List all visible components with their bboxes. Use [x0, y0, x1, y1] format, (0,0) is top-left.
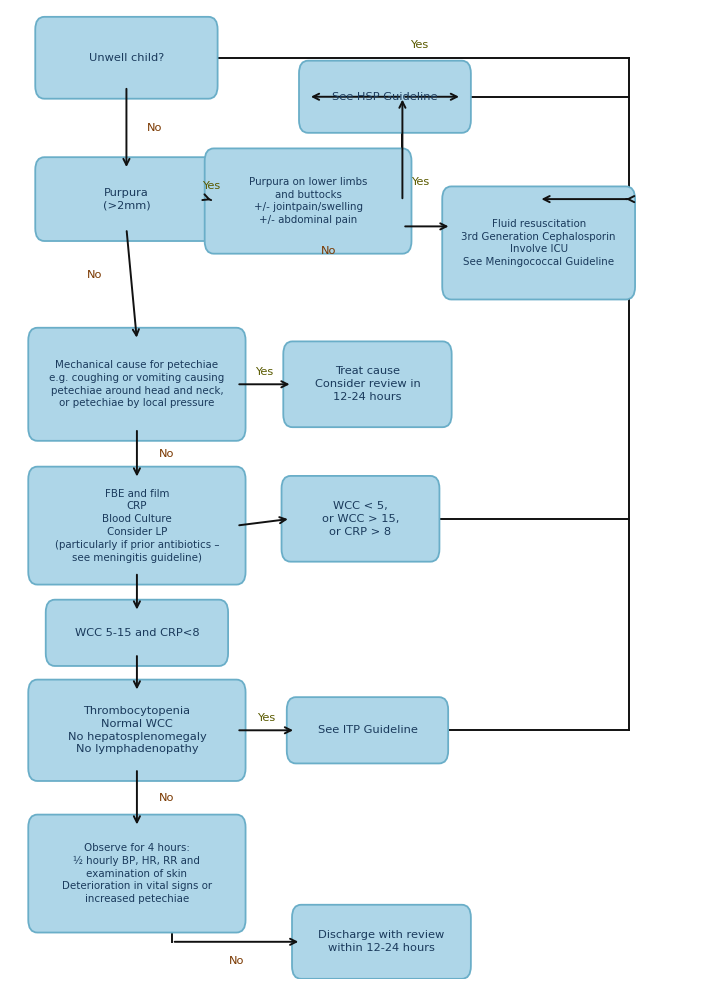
- Text: Observe for 4 hours:
½ hourly BP, HR, RR and
examination of skin
Deterioration i: Observe for 4 hours: ½ hourly BP, HR, RR…: [62, 842, 212, 904]
- Text: Yes: Yes: [410, 40, 428, 50]
- Text: WCC 5-15 and CRP<8: WCC 5-15 and CRP<8: [75, 628, 199, 638]
- Text: Purpura on lower limbs
and buttocks
+/- jointpain/swelling
+/- abdominal pain: Purpura on lower limbs and buttocks +/- …: [249, 177, 367, 225]
- Text: WCC < 5,
or WCC > 15,
or CRP > 8: WCC < 5, or WCC > 15, or CRP > 8: [322, 501, 399, 537]
- Text: Yes: Yes: [202, 182, 221, 192]
- FancyBboxPatch shape: [287, 697, 448, 764]
- Text: No: No: [158, 448, 174, 459]
- FancyBboxPatch shape: [35, 157, 218, 241]
- Text: Yes: Yes: [257, 713, 275, 723]
- FancyBboxPatch shape: [299, 61, 471, 133]
- FancyBboxPatch shape: [46, 600, 228, 665]
- FancyBboxPatch shape: [35, 17, 218, 98]
- Text: No: No: [229, 956, 244, 966]
- Text: No: No: [321, 246, 337, 256]
- Text: See ITP Guideline: See ITP Guideline: [317, 725, 417, 735]
- FancyBboxPatch shape: [28, 815, 245, 933]
- FancyBboxPatch shape: [28, 467, 245, 585]
- Text: See HSP Guideline: See HSP Guideline: [332, 91, 438, 102]
- Text: Yes: Yes: [411, 177, 429, 187]
- Text: Treat cause
Consider review in
12-24 hours: Treat cause Consider review in 12-24 hou…: [315, 367, 421, 402]
- Text: Purpura
(>2mm): Purpura (>2mm): [103, 188, 151, 210]
- FancyBboxPatch shape: [284, 341, 452, 428]
- Text: No: No: [146, 123, 162, 133]
- FancyBboxPatch shape: [28, 679, 245, 781]
- Text: Discharge with review
within 12-24 hours: Discharge with review within 12-24 hours: [318, 930, 445, 954]
- FancyBboxPatch shape: [281, 476, 440, 561]
- Text: Yes: Yes: [255, 367, 274, 376]
- FancyBboxPatch shape: [292, 904, 471, 979]
- FancyBboxPatch shape: [28, 327, 245, 440]
- Text: Mechanical cause for petechiae
e.g. coughing or vomiting causing
petechiae aroun: Mechanical cause for petechiae e.g. coug…: [49, 360, 225, 409]
- Text: No: No: [158, 792, 174, 803]
- Text: Unwell child?: Unwell child?: [89, 53, 164, 63]
- FancyBboxPatch shape: [443, 187, 635, 300]
- Text: Fluid resuscitation
3rd Generation Cephalosporin
Involve ICU
See Meningococcal G: Fluid resuscitation 3rd Generation Cepha…: [462, 219, 616, 267]
- Text: Thrombocytopenia
Normal WCC
No hepatosplenomegaly
No lymphadenopathy: Thrombocytopenia Normal WCC No hepatospl…: [68, 706, 206, 755]
- Text: No: No: [87, 269, 103, 279]
- Text: FBE and film
CRP
Blood Culture
Consider LP
(particularly if prior antibiotics –
: FBE and film CRP Blood Culture Consider …: [54, 489, 219, 562]
- FancyBboxPatch shape: [205, 148, 411, 254]
